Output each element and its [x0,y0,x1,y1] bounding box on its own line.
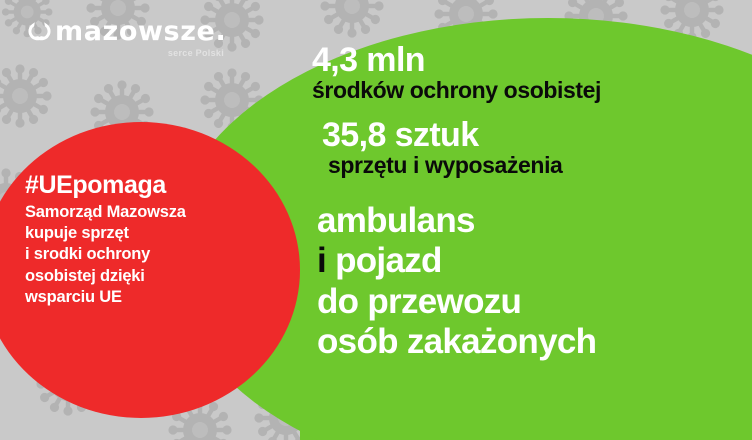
red-panel-line: kupuje sprzęt [25,224,129,243]
stat-block-ppe: 4,3 mln środków ochrony osobistej [312,42,742,103]
closing-word-pojazd: pojazd [335,241,442,281]
red-panel-line: Samorząd Mazowsza [25,203,186,222]
heart-icon [28,21,54,45]
red-panel-line: wsparciu UE [25,287,122,306]
stat-block-equipment: 35,8 sztuk sprzętu i wyposażenia [322,117,742,178]
closing-line-pojazd: i pojazd [317,241,742,282]
stat-caption: sprzętu i wyposażenia [328,152,563,179]
closing-word-i: i [317,241,327,281]
closing-line-zakazonych: osób zakażonych [317,322,597,362]
stat-number: 35,8 sztuk [322,116,479,155]
logo-wordmark-text: mazowsze. [55,16,227,47]
closing-line-przewozu: do przewozu [317,281,522,321]
red-panel-line: i srodki ochrony [25,245,151,264]
logo-tagline: serce Polski [167,48,224,58]
hashtag-uepomaga: #UEpomaga [25,171,166,199]
logo-wordmark: mazowsze. [28,18,228,45]
stats-and-closing: 4,3 mln środków ochrony osobistej 35,8 s… [312,42,742,363]
stat-number: 4,3 mln [312,41,426,79]
mazowsze-logo: mazowsze. serce Polski [28,18,228,58]
red-panel-text: #UEpomaga Samorząd Mazowsza kupuje sprzę… [25,172,255,308]
closing-statement: ambulans i pojazd do przewozu osób zakaż… [317,201,742,363]
stat-caption: środków ochrony osobistej [312,77,602,104]
closing-line-ambulans: ambulans [317,200,475,240]
red-panel-line: osobistej dzięki [25,266,145,285]
